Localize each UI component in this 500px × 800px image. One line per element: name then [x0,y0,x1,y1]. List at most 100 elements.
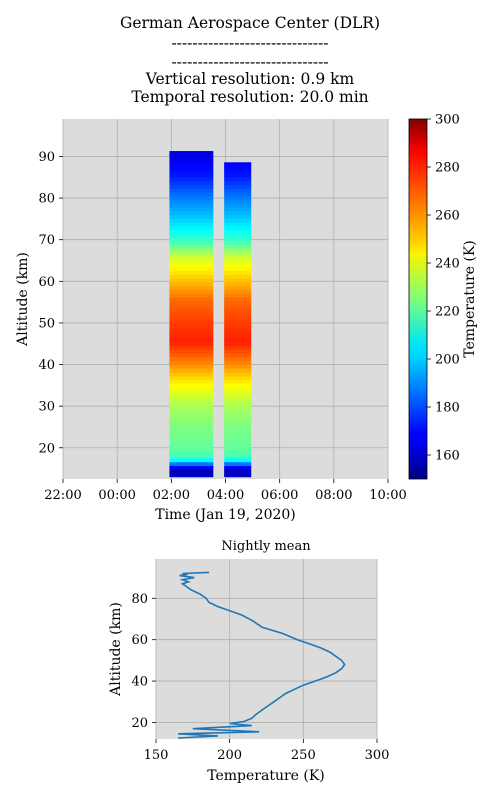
heatmap-x-tick-label: 10:00 [369,488,406,503]
heatmap-cell [169,461,214,466]
heatmap-cell [224,443,252,448]
title-line-4: Vertical resolution: 0.9 km [145,70,355,88]
profile-x-tick-label: 200 [217,748,242,763]
heatmap-y-tick-label: 80 [38,192,55,207]
heatmap-cell [224,218,252,223]
heatmap-cell [169,368,214,373]
heatmap-cell [224,338,252,343]
profile-y-tick-label: 60 [131,633,148,648]
profile-x-ticks: 150 200 250 300 [144,739,389,763]
heatmap-cell [169,349,214,354]
heatmap-cell [224,465,252,470]
heatmap-cell [169,375,214,380]
heatmap-cell [224,308,252,313]
heatmap-cell [224,383,252,388]
heatmap-cell [169,252,214,257]
heatmap-x-tick-label: 06:00 [261,488,298,503]
heatmap-cell [224,282,252,287]
heatmap-x-tick-label: 02:00 [153,488,190,503]
heatmap-cell [169,383,214,388]
heatmap-cell [224,289,252,294]
heatmap-cell [169,420,214,425]
heatmap-cell [169,372,214,377]
heatmap-cell [224,379,252,384]
heatmap-y-tick-label: 70 [38,233,55,248]
heatmap-cell [224,252,252,257]
heatmap-cell [169,274,214,279]
heatmap-cell [224,357,252,362]
heatmap-cell [224,248,252,253]
heatmap-cell [169,203,214,208]
profile-title: Nightly mean [221,539,311,554]
heatmap-cell [169,199,214,204]
title-line-1: German Aerospace Center (DLR) [119,14,381,32]
heatmap-cell [169,214,214,219]
heatmap-cell [169,315,214,320]
heatmap-cell [224,199,252,204]
heatmap-cell [169,240,214,245]
heatmap-cell [169,210,214,216]
heatmap-cell [224,297,252,302]
heatmap-cell [224,166,252,171]
heatmap-cell [169,184,214,189]
heatmap-cell [169,173,214,178]
heatmap-cell [224,360,252,365]
heatmap-cell [224,263,252,268]
heatmap-cell [224,188,252,193]
heatmap-cell [224,435,252,440]
profile-y-ticks: 20 40 60 80 [131,592,156,731]
heatmap-cell [224,469,252,474]
heatmap-cell [169,446,214,451]
heatmap-cell [224,372,252,377]
heatmap-cell [224,203,252,208]
heatmap-cell [169,319,214,324]
heatmap-cell [224,446,252,451]
heatmap-cell [169,439,214,444]
heatmap-cell [169,304,214,309]
heatmap-cell [169,390,214,395]
colorbar-ticks: 160 180 200 220 240 260 280 300 [427,113,460,464]
heatmap-cell [224,402,252,407]
heatmap-cell [224,342,252,347]
heatmap-cell [224,270,252,275]
heatmap-cell [169,297,214,302]
profile-grid [155,559,378,739]
title-line-3: ------------------------------ [171,53,329,71]
heatmap-cell [224,323,252,328]
heatmap-cell [169,225,214,231]
heatmap-cell [169,181,214,186]
heatmap-cell [169,405,214,410]
heatmap-cell [169,409,214,414]
heatmap-cell [224,229,252,234]
heatmap-cell [224,431,252,437]
heatmap-cell [169,218,214,223]
heatmap-cell [169,195,214,201]
heatmap-cell [224,413,252,418]
heatmap-cell [224,285,252,290]
heatmap-cell [169,188,214,193]
heatmap-cell [224,345,252,350]
heatmap-panel: 22:00 00:00 02:00 04:00 06:00 08:00 10:00 20 30… [15,119,407,523]
heatmap-cell [169,379,214,384]
heatmap-cell [169,342,214,347]
heatmap-cell [224,439,252,444]
heatmap-cell [224,398,252,403]
heatmap-cell [169,312,214,317]
heatmap-cell [169,177,214,182]
heatmap-cell [169,450,214,455]
profile-y-tick-label: 40 [131,675,148,690]
heatmap-cell [224,424,252,429]
heatmap-cell [169,345,214,350]
heatmap-cell [169,338,214,343]
heatmap-cell [169,255,214,260]
heatmap-cell [224,330,252,335]
heatmap-cell [224,222,252,227]
heatmap-cell [169,458,214,463]
heatmap-cell [224,267,252,272]
heatmap-cell [169,364,214,369]
heatmap-cell [169,398,214,403]
heatmap-cell [224,169,252,174]
colorbar-tick-label: 300 [435,113,460,128]
heatmap-x-ticks: 22:00 00:00 02:00 04:00 06:00 08:00 10:00 [44,479,407,503]
colorbar-tick-label: 160 [435,449,460,464]
